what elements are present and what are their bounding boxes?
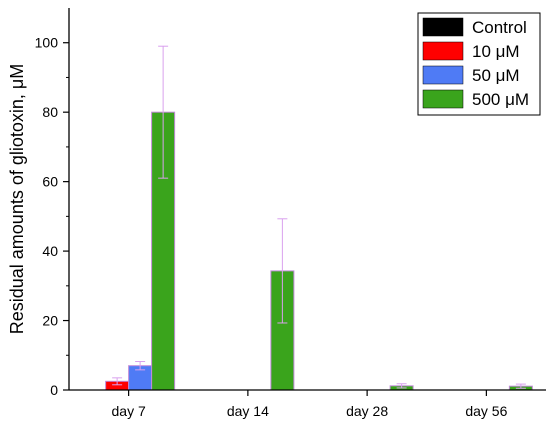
- y-tick-label: 0: [50, 382, 58, 398]
- bars-layer: [105, 111, 533, 391]
- legend-swatch: [422, 41, 464, 61]
- axes-layer: [68, 8, 546, 391]
- legend-label: 10 μM: [472, 42, 520, 61]
- legend-label: 500 μM: [472, 90, 529, 109]
- x-ticks: day 7 day 14 day 28 day 56: [112, 390, 508, 419]
- x-tick-label: day 14: [227, 403, 269, 419]
- legend-label: 50 μM: [472, 66, 520, 85]
- x-tick-label: day 28: [346, 403, 388, 419]
- y-tick-label: 20: [42, 313, 58, 329]
- y-tick-label: 40: [42, 243, 58, 259]
- y-tick-label: 80: [42, 104, 58, 120]
- y-axis-title: Residual amounts of gliotoxin, μM: [7, 64, 27, 335]
- legend-items: Control 10 μM 50 μM 500 μM: [422, 17, 529, 109]
- error-bars-layer: [112, 45, 526, 389]
- legend-swatch: [422, 89, 464, 109]
- x-tick-label: day 56: [465, 403, 507, 419]
- legend: Control 10 μM 50 μM 500 μM: [417, 12, 541, 116]
- legend-swatch: [422, 17, 464, 37]
- legend-swatch: [422, 65, 464, 85]
- y-tick-label: 60: [42, 174, 58, 190]
- legend-label: Control: [472, 18, 527, 37]
- x-tick-label: day 7: [112, 403, 146, 419]
- y-tick-label: 100: [35, 35, 59, 51]
- y-ticks: 0 20 40 60 80 100: [35, 35, 69, 398]
